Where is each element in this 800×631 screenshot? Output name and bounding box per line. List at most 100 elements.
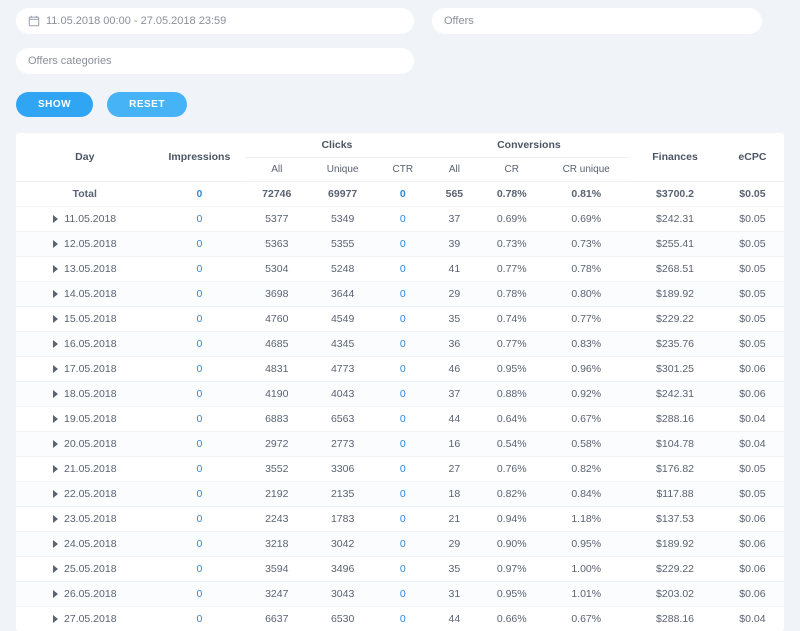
expand-icon[interactable]	[53, 565, 58, 573]
th-conv-all[interactable]: All	[429, 158, 481, 182]
expand-icon[interactable]	[53, 215, 58, 223]
day-label: 27.05.2018	[64, 613, 117, 625]
expand-icon[interactable]	[53, 590, 58, 598]
cell-ctr: 0	[377, 607, 429, 631]
cell-impressions: 0	[154, 282, 246, 307]
offers-select[interactable]: Offers	[432, 8, 762, 34]
th-conv-cr-unique[interactable]: CR unique	[543, 158, 629, 182]
cell-day[interactable]: 11.05.2018	[16, 207, 154, 232]
cell-impressions: 0	[154, 232, 246, 257]
cell-conv-all: 44	[429, 407, 481, 432]
cell-day[interactable]: 12.05.2018	[16, 232, 154, 257]
cell-cr: 0.95%	[480, 582, 543, 607]
cell-day[interactable]: 27.05.2018	[16, 607, 154, 631]
cell-day[interactable]: 26.05.2018	[16, 582, 154, 607]
cell-clicks-all: 5377	[245, 207, 308, 232]
expand-icon[interactable]	[53, 390, 58, 398]
cell-cr: 0.77%	[480, 257, 543, 282]
cell-finances: $176.82	[629, 457, 721, 482]
expand-icon[interactable]	[53, 315, 58, 323]
cell-ctr: 0	[377, 582, 429, 607]
th-day[interactable]: Day	[16, 133, 154, 182]
cell-day[interactable]: 24.05.2018	[16, 532, 154, 557]
cell-clicks-unique: 6563	[308, 407, 377, 432]
cell-clicks-all: 3552	[245, 457, 308, 482]
day-label: 13.05.2018	[64, 263, 117, 275]
table-row: 14.05.20180369836440290.78%0.80%$189.92$…	[16, 282, 784, 307]
cell-conv-all: 29	[429, 532, 481, 557]
expand-icon[interactable]	[53, 240, 58, 248]
offers-categories-select[interactable]: Offers categories	[16, 48, 414, 74]
cell-ecpc: $0.06	[721, 582, 784, 607]
cell-clicks-all: 3698	[245, 282, 308, 307]
cell-clicks-unique: 6530	[308, 607, 377, 631]
cell-day[interactable]: 16.05.2018	[16, 332, 154, 357]
expand-icon[interactable]	[53, 490, 58, 498]
expand-icon[interactable]	[53, 290, 58, 298]
cell-finances: $255.41	[629, 232, 721, 257]
cell-day[interactable]: 19.05.2018	[16, 407, 154, 432]
offers-placeholder: Offers	[444, 15, 474, 27]
th-clicks-all[interactable]: All	[245, 158, 308, 182]
cell-ctr: 0	[377, 282, 429, 307]
expand-icon[interactable]	[53, 265, 58, 273]
cell-day[interactable]: 21.05.2018	[16, 457, 154, 482]
cell-cr-unique: 0.69%	[543, 207, 629, 232]
cell-cr-unique: 1.01%	[543, 582, 629, 607]
cell-cr: 0.88%	[480, 382, 543, 407]
cell-day[interactable]: 14.05.2018	[16, 282, 154, 307]
day-label: 24.05.2018	[64, 538, 117, 550]
day-label: 16.05.2018	[64, 338, 117, 350]
cell-conv-all: 36	[429, 332, 481, 357]
th-finances[interactable]: Finances	[629, 133, 721, 182]
expand-icon[interactable]	[53, 465, 58, 473]
cell-cr: 0.97%	[480, 557, 543, 582]
cell-clicks-all: 6883	[245, 407, 308, 432]
cell-cr: 0.74%	[480, 307, 543, 332]
cell-ctr: 0	[377, 357, 429, 382]
cell-impressions: 0	[154, 532, 246, 557]
show-button[interactable]: SHOW	[16, 92, 93, 117]
cell-ctr: 0	[377, 382, 429, 407]
cell-day[interactable]: 18.05.2018	[16, 382, 154, 407]
cell-cr: 0.94%	[480, 507, 543, 532]
th-clicks-unique[interactable]: Unique	[308, 158, 377, 182]
expand-icon[interactable]	[53, 615, 58, 623]
cell-ctr: 0	[377, 332, 429, 357]
expand-icon[interactable]	[53, 340, 58, 348]
expand-icon[interactable]	[53, 365, 58, 373]
cell-cr: 0.90%	[480, 532, 543, 557]
cell-ecpc: $0.06	[721, 357, 784, 382]
cell-ctr: 0	[377, 257, 429, 282]
table-row: 23.05.20180224317830210.94%1.18%$137.53$…	[16, 507, 784, 532]
cell-ecpc: $0.05	[721, 257, 784, 282]
expand-icon[interactable]	[53, 440, 58, 448]
th-conv-cr[interactable]: CR	[480, 158, 543, 182]
cell-day[interactable]: 17.05.2018	[16, 357, 154, 382]
cell-day[interactable]: 25.05.2018	[16, 557, 154, 582]
th-clicks-ctr[interactable]: CTR	[377, 158, 429, 182]
th-ecpc[interactable]: eCPC	[721, 133, 784, 182]
expand-icon[interactable]	[53, 415, 58, 423]
cell-ecpc: $0.05	[721, 332, 784, 357]
stats-table: Day Impressions Clicks Conversions Finan…	[16, 133, 784, 631]
cell-day[interactable]: 13.05.2018	[16, 257, 154, 282]
th-impressions[interactable]: Impressions	[154, 133, 246, 182]
cell-conv-all: 37	[429, 382, 481, 407]
cell-clicks-unique: 4773	[308, 357, 377, 382]
expand-icon[interactable]	[53, 540, 58, 548]
reset-button[interactable]: RESET	[107, 92, 187, 117]
table-row: 17.05.20180483147730460.95%0.96%$301.25$…	[16, 357, 784, 382]
expand-icon[interactable]	[53, 515, 58, 523]
cell-cr-unique: 0.81%	[543, 182, 629, 207]
cell-day[interactable]: 20.05.2018	[16, 432, 154, 457]
cell-ecpc: $0.04	[721, 407, 784, 432]
date-range-input[interactable]: 11.05.2018 00:00 - 27.05.2018 23:59	[16, 8, 414, 34]
cell-day: Total	[16, 182, 154, 207]
cell-day[interactable]: 23.05.2018	[16, 507, 154, 532]
cell-day[interactable]: 15.05.2018	[16, 307, 154, 332]
cell-clicks-unique: 2773	[308, 432, 377, 457]
cell-clicks-unique: 3043	[308, 582, 377, 607]
cell-ctr: 0	[377, 432, 429, 457]
cell-day[interactable]: 22.05.2018	[16, 482, 154, 507]
